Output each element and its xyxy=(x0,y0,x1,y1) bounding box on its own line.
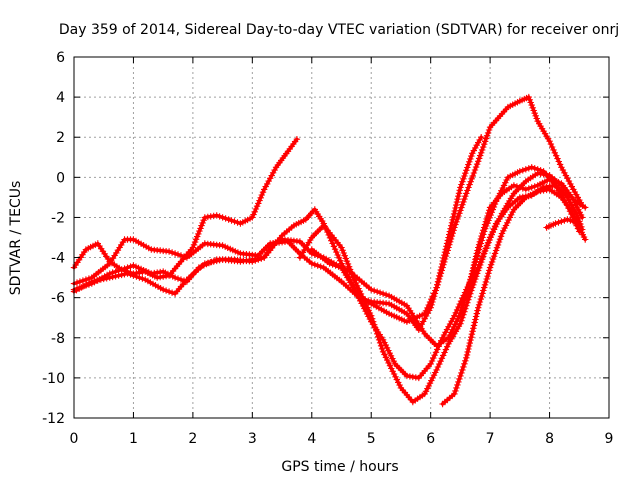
series-track-8 xyxy=(463,176,589,301)
x-tick-label: 4 xyxy=(307,431,316,447)
plot-frame xyxy=(73,56,610,419)
axis-ticks: 0 1 2 3 4 5 6 7 8 9 -12 -10 -8 -6 -4 -2 0 2 4 6 xyxy=(42,50,613,447)
y-tick-label: -8 xyxy=(51,331,65,347)
series-markers xyxy=(543,216,583,231)
chart-title: Day 359 of 2014, Sidereal Day-to-day VTE… xyxy=(59,22,619,38)
series-markers xyxy=(70,93,586,333)
x-tick-label: 6 xyxy=(426,431,435,447)
y-tick-label: 0 xyxy=(56,170,65,186)
y-tick-label: -2 xyxy=(51,210,65,226)
x-tick-label: 2 xyxy=(188,431,197,447)
y-axis-label: SDTVAR / TECUs xyxy=(8,181,24,296)
y-tick-label: 6 xyxy=(56,50,65,66)
y-tick-label: -4 xyxy=(51,251,65,267)
x-tick-label: 5 xyxy=(367,431,376,447)
series-markers xyxy=(439,186,589,408)
series-track-3 xyxy=(70,93,586,333)
series-markers xyxy=(463,176,589,301)
y-tick-label: -6 xyxy=(51,291,65,307)
series-markers xyxy=(70,136,301,281)
series-line xyxy=(72,95,584,332)
y-tick-label: 2 xyxy=(56,130,65,146)
series-track-1 xyxy=(70,136,301,281)
x-axis-label: GPS time / hours xyxy=(281,459,398,475)
x-tick-label: 1 xyxy=(129,431,138,447)
x-tick-label: 8 xyxy=(545,431,554,447)
x-tick-label: 9 xyxy=(605,431,614,447)
series-track-7 xyxy=(439,186,589,408)
y-tick-label: -10 xyxy=(42,371,65,387)
y-tick-label: -12 xyxy=(42,411,65,427)
grid-lines xyxy=(74,57,609,418)
x-tick-label: 7 xyxy=(486,431,495,447)
series-markers xyxy=(296,182,586,406)
series-layer xyxy=(70,93,589,408)
series-track-5 xyxy=(296,182,586,406)
series-track-9 xyxy=(543,216,583,231)
x-tick-label: 3 xyxy=(248,431,257,447)
x-tick-label: 0 xyxy=(70,431,79,447)
y-tick-label: 4 xyxy=(56,90,65,106)
